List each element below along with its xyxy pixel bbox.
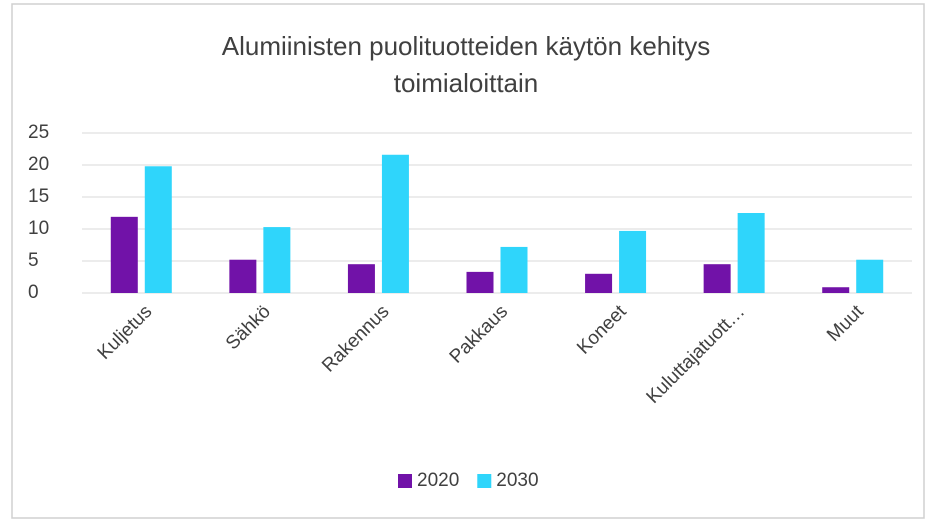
bar: [144, 166, 172, 293]
y-tick-label: 5: [28, 250, 39, 271]
legend-swatch: [398, 474, 412, 488]
bar: [229, 259, 257, 293]
bar: [110, 216, 138, 293]
bar: [263, 227, 291, 293]
chart-title: Alumiinisten puolituotteiden käytön kehi…: [221, 31, 711, 98]
bar: [822, 287, 850, 293]
legend-label: 2020: [417, 470, 459, 491]
bar: [737, 213, 765, 293]
legend-swatch: [477, 474, 492, 488]
bar: [856, 259, 884, 293]
y-tick-label: 25: [28, 122, 49, 143]
bar: [703, 264, 731, 293]
bar: [347, 264, 375, 293]
bar: [381, 154, 409, 293]
legend-label: 2030: [496, 470, 538, 491]
y-tick-label: 20: [28, 154, 49, 175]
y-tick-label: 15: [28, 186, 49, 207]
y-tick-label: 10: [28, 218, 49, 239]
bar: [585, 273, 613, 293]
bar: [500, 246, 528, 293]
bar: [466, 271, 494, 293]
y-tick-label: 0: [28, 282, 39, 303]
bar: [619, 230, 647, 293]
